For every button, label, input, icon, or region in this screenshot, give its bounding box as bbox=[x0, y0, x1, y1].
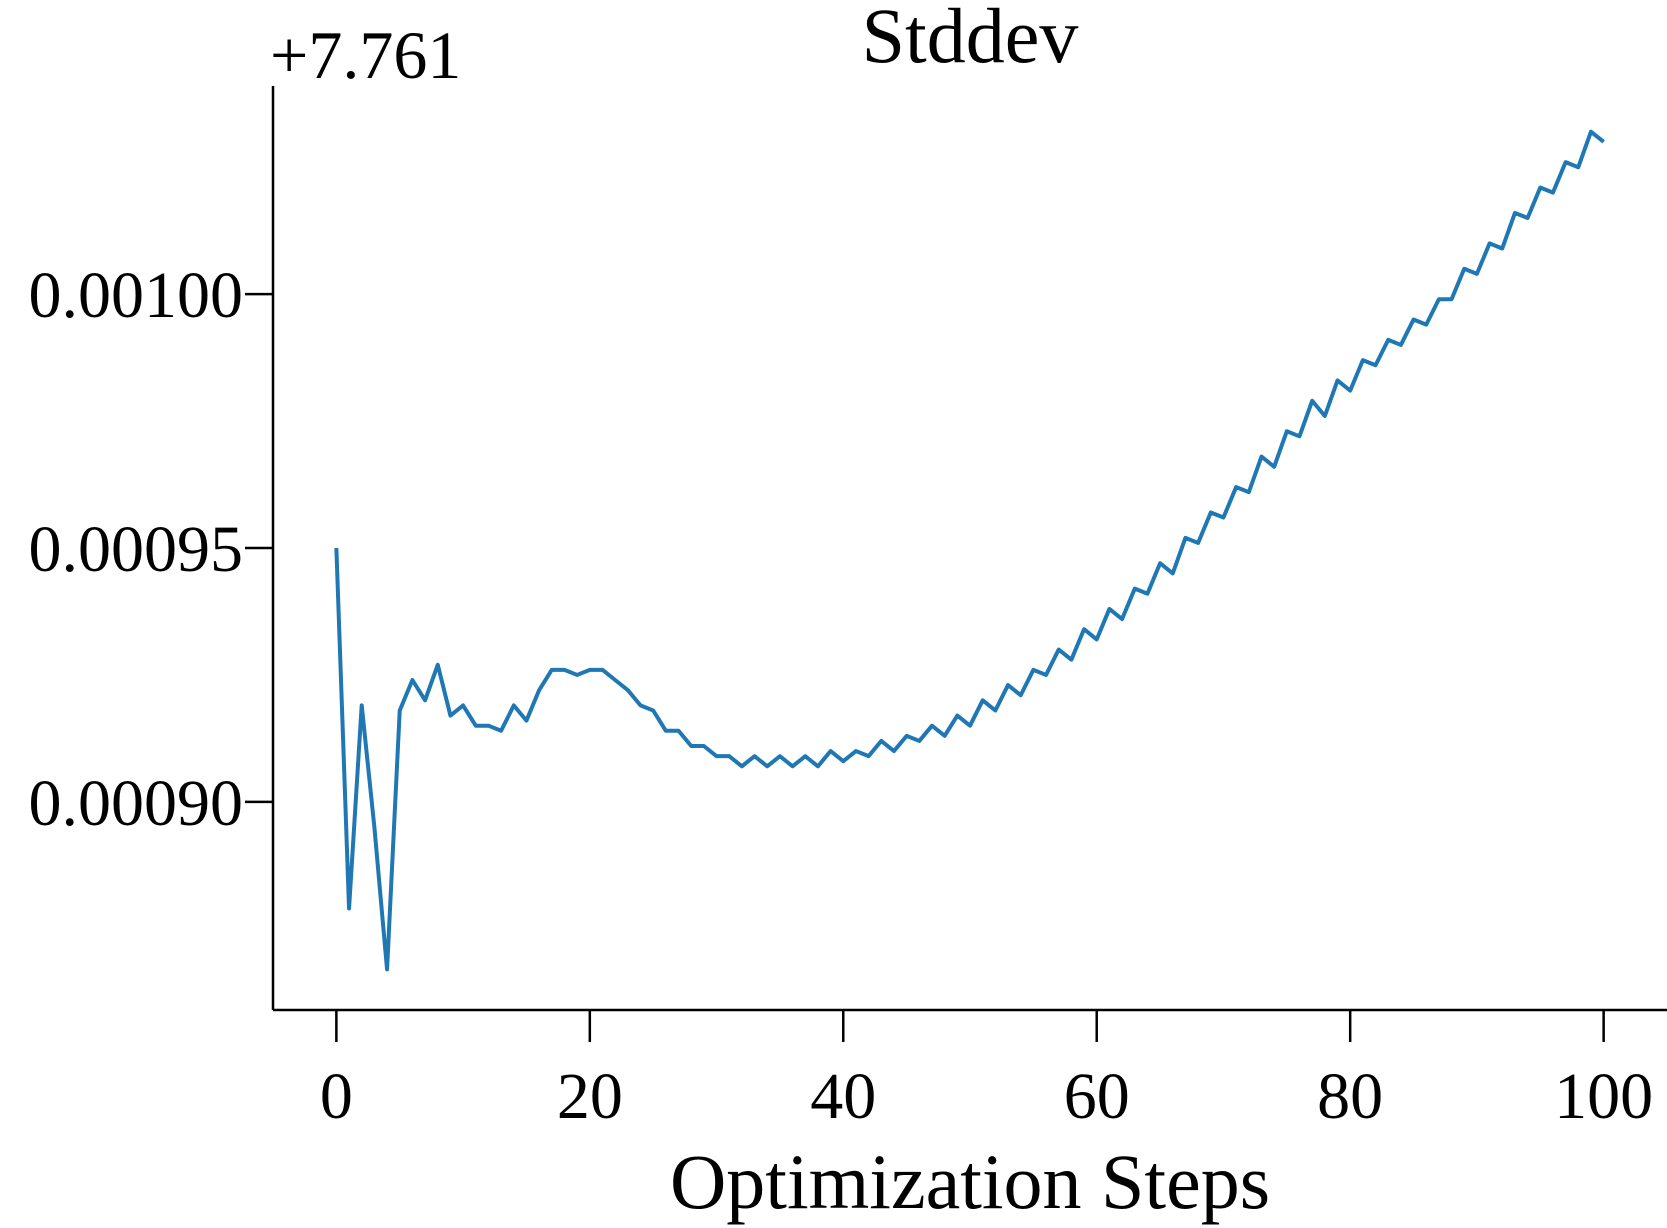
x-tick-label: 100 bbox=[1554, 1060, 1653, 1133]
x-tick-label: 40 bbox=[810, 1060, 876, 1133]
y-axis-offset-label: +7.761 bbox=[270, 17, 461, 93]
y-tick-label: 0.00095 bbox=[29, 513, 244, 586]
x-axis-label: Optimization Steps bbox=[670, 1138, 1270, 1225]
y-tick-label: 0.00100 bbox=[29, 259, 244, 332]
y-tick-label: 0.00090 bbox=[29, 767, 244, 840]
x-tick-label: 80 bbox=[1317, 1060, 1383, 1133]
axis-ticks: 0 20 40 60 80 100 0.00090 0.00095 0.00100 bbox=[29, 259, 1654, 1133]
x-tick-label: 20 bbox=[557, 1060, 623, 1133]
chart-title: Stddev bbox=[862, 0, 1079, 79]
series-line bbox=[334, 129, 1605, 972]
x-tick-label: 60 bbox=[1064, 1060, 1130, 1133]
x-tick-label: 0 bbox=[320, 1060, 353, 1133]
